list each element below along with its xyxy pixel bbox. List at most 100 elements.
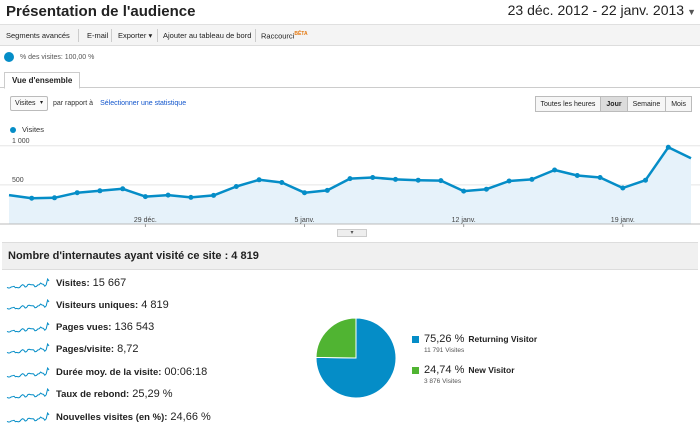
- sparkline-icon: [6, 298, 50, 310]
- metric-unique-visitors[interactable]: Visiteurs uniques: 4 819: [6, 298, 169, 312]
- advanced-segments-button[interactable]: Segments avancés: [6, 31, 70, 40]
- data-point: [324, 187, 330, 193]
- shortcut-button[interactable]: RaccourciBÊTA: [261, 31, 308, 41]
- select-statistic-link[interactable]: Sélectionner une statistique: [100, 100, 187, 107]
- sparkline-icon: [6, 387, 50, 399]
- x-tick-label: 29 déc.: [134, 217, 157, 224]
- data-point: [279, 180, 285, 185]
- data-point: [370, 175, 376, 180]
- report-toolbar: Segments avancés E-mail Exporter ▾ Ajout…: [0, 24, 700, 46]
- shortcut-label: Raccourci: [261, 31, 295, 41]
- chart-controls: Visites ▾ par rapport à Sélectionner une…: [10, 96, 186, 111]
- metric-select[interactable]: Visites ▾: [10, 96, 48, 111]
- sparkline-icon: [6, 277, 50, 289]
- metric-value: 4 819: [141, 299, 169, 311]
- metric-value: 136 543: [114, 321, 155, 333]
- metric-select-value: Visites: [15, 100, 36, 107]
- metric-label: Visites:: [56, 277, 90, 289]
- legend-swatch: [412, 366, 419, 374]
- pie-legend-new: 24,74 % New Visitor 3 876 Visites: [412, 364, 515, 385]
- metric-value: 8,72: [117, 343, 139, 355]
- pie-legend-returning: 75,26 % Returning Visitor 11 791 Visites: [412, 333, 537, 354]
- visitor-type-pie: [315, 317, 397, 399]
- data-point: [233, 184, 239, 189]
- metric-avg-visit-duration[interactable]: Durée moy. de la visite: 00:06:18: [6, 365, 207, 379]
- pie-segment-icon: [4, 52, 14, 62]
- sparkline-icon: [6, 342, 50, 354]
- toolbar-divider: [111, 29, 112, 42]
- toolbar-divider: [78, 29, 79, 42]
- visits-line-chart: 1 000 500 29 déc. 5 janv. 12 janv. 19 janv.: [0, 138, 700, 227]
- x-tick-label: 5 janv.: [294, 217, 314, 224]
- export-button[interactable]: Exporter ▾: [118, 31, 152, 40]
- metric-value: 15 667: [92, 277, 127, 289]
- data-point: [142, 194, 148, 200]
- data-point: [574, 173, 580, 178]
- date-range-text: 23 déc. 2012 - 22 janv. 2013: [507, 2, 685, 18]
- data-point: [188, 194, 194, 200]
- granularity-hourly-button[interactable]: Toutes les heures: [534, 96, 602, 112]
- chart-legend: Visites: [10, 125, 44, 134]
- data-point: [415, 177, 421, 183]
- sparkline-path: [6, 387, 50, 399]
- legend-count: 3 876 Visites: [424, 378, 462, 385]
- chart-resize-handle[interactable]: ▾: [337, 229, 367, 237]
- data-point: [74, 190, 80, 196]
- legend-percent: 24,74 %: [424, 364, 465, 376]
- data-point: [120, 186, 126, 192]
- data-point: [461, 188, 467, 194]
- tab-overview[interactable]: Vue d'ensemble: [4, 72, 81, 89]
- sparkline-icon: [6, 411, 50, 423]
- data-point: [529, 176, 535, 182]
- add-to-dashboard-button[interactable]: Ajouter au tableau de bord: [163, 31, 252, 40]
- y-tick-label: 1 000: [12, 138, 30, 145]
- data-point: [483, 186, 489, 192]
- metric-label: Durée moy. de la visite:: [56, 366, 162, 378]
- metric-new-visits-pct[interactable]: Nouvelles visites (en %): 24,66 %: [6, 410, 211, 424]
- metric-pages-per-visit[interactable]: Pages/visite: 8,72: [6, 342, 139, 356]
- legend-name: Returning Visitor: [468, 334, 538, 344]
- data-point: [620, 185, 626, 191]
- metric-visits[interactable]: Visites: 15 667: [6, 276, 126, 290]
- data-point: [211, 192, 217, 198]
- granularity-toggle: Toutes les heures Jour Semaine Mois: [534, 96, 692, 112]
- metric-value: 25,29 %: [132, 388, 173, 400]
- x-tick-label: 12 janv.: [452, 217, 476, 224]
- series-marker-icon: [10, 126, 16, 133]
- data-point: [506, 178, 512, 184]
- granularity-month-button[interactable]: Mois: [665, 96, 692, 112]
- granularity-week-button[interactable]: Semaine: [626, 96, 667, 112]
- date-range-picker[interactable]: 23 déc. 2012 - 22 janv. 2013 ▼: [508, 2, 696, 18]
- granularity-day-button[interactable]: Jour: [600, 96, 628, 112]
- email-button[interactable]: E-mail: [87, 31, 109, 40]
- caret-down-icon: ▾: [148, 31, 153, 40]
- metric-pageviews[interactable]: Pages vues: 136 543: [6, 320, 154, 334]
- metric-value: 24,66 %: [170, 411, 211, 423]
- chevron-down-icon: ▼: [687, 7, 696, 17]
- data-point: [29, 195, 35, 201]
- metric-label: Pages vues:: [56, 321, 112, 333]
- beta-badge: BÊTA: [294, 31, 308, 37]
- data-point: [665, 144, 671, 150]
- metric-label: Nouvelles visites (en %):: [56, 411, 168, 423]
- export-label: Exporter: [118, 31, 147, 40]
- data-point: [597, 175, 603, 180]
- metric-label: Visiteurs uniques:: [56, 299, 139, 311]
- metric-label: Taux de rebond:: [56, 388, 130, 400]
- data-point: [552, 167, 558, 173]
- y-tick-label: 500: [12, 177, 24, 184]
- data-point: [97, 188, 103, 194]
- sparkline-path: [6, 298, 50, 310]
- data-point: [438, 178, 444, 184]
- x-tick-label: 19 janv.: [611, 217, 635, 224]
- metric-bounce-rate[interactable]: Taux de rebond: 25,29 %: [6, 387, 173, 401]
- metric-value: 00:06:18: [164, 366, 208, 378]
- chart-legend-label: Visites: [22, 125, 44, 134]
- toolbar-divider: [255, 29, 256, 42]
- sparkline-path: [6, 342, 50, 354]
- sparkline-path: [6, 321, 50, 333]
- pie-slice-new[interactable]: [315, 317, 357, 359]
- summary-header: Nombre d'internautes ayant visité ce sit…: [2, 242, 698, 270]
- sparkline-path: [6, 277, 50, 289]
- sample-percentage: % des visites: 100,00 %: [4, 52, 94, 62]
